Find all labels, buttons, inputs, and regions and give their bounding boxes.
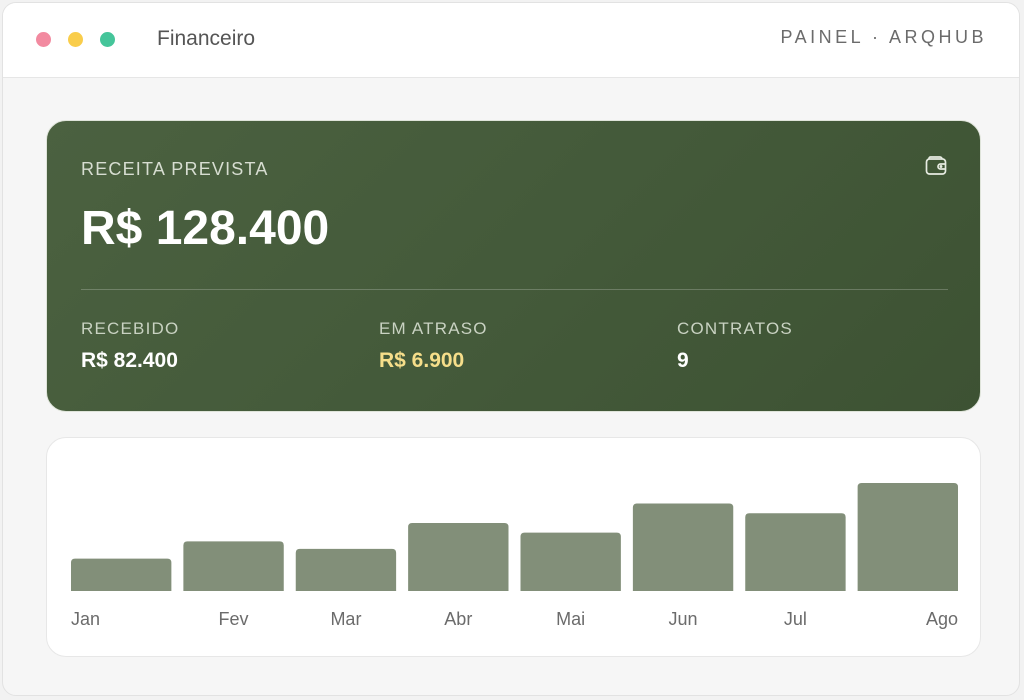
monthly-revenue-chart-card: Jan Fev Mar Abr Mai Jun Jul Ago: [46, 437, 981, 657]
stat-received-value: R$ 82.400: [81, 349, 178, 372]
x-tick-label-fev: Fev: [219, 609, 249, 629]
x-tick-label-jan: Jan: [71, 609, 100, 629]
bar-fev: [183, 541, 284, 591]
x-tick-label-mai: Mai: [556, 609, 585, 629]
stat-overdue-label: EM ATRASO: [379, 319, 488, 338]
brand-label: PAINEL · ARQHUB: [780, 27, 987, 47]
close-window-button[interactable]: [36, 32, 51, 47]
monthly-bar-chart: Jan Fev Mar Abr Mai Jun Jul Ago: [71, 483, 958, 629]
stat-overdue-value: R$ 6.900: [379, 349, 465, 372]
bar-mai: [520, 532, 621, 591]
stat-contracts-label: CONTRATOS: [677, 319, 793, 338]
x-tick-label-abr: Abr: [444, 609, 472, 629]
stat-contracts-value: 9: [677, 349, 689, 372]
title-bar: Financeiro PAINEL · ARQHUB: [3, 3, 1019, 78]
summary-divider: [81, 289, 948, 290]
bar-ago: [857, 483, 958, 591]
stat-received: RECEBIDO R$ 82.400: [81, 319, 179, 373]
minimize-window-button[interactable]: [68, 32, 83, 47]
stat-contracts: CONTRATOS 9: [677, 319, 793, 373]
bar-abr: [408, 522, 509, 591]
x-tick-label-mar: Mar: [330, 609, 361, 629]
x-tick-label-jun: Jun: [669, 609, 698, 629]
maximize-window-button[interactable]: [100, 32, 115, 47]
wallet-icon: [925, 156, 947, 175]
bar-mar: [295, 548, 397, 591]
x-tick-label-ago: Ago: [926, 609, 958, 629]
app-title: Financeiro: [157, 27, 256, 50]
forecast-revenue-label: RECEITA PREVISTA: [81, 159, 269, 179]
bar-jan: [71, 558, 172, 591]
stat-received-label: RECEBIDO: [81, 319, 180, 338]
bar-jun: [632, 503, 734, 591]
stat-overdue: EM ATRASO R$ 6.900: [379, 319, 488, 373]
x-tick-label-jul: Jul: [784, 609, 807, 629]
forecast-revenue-value: R$ 128.400: [81, 202, 330, 255]
revenue-summary-card: RECEITA PREVISTA R$ 128.400 RECEBIDO R$ …: [46, 120, 981, 412]
bar-jul: [745, 513, 846, 591]
